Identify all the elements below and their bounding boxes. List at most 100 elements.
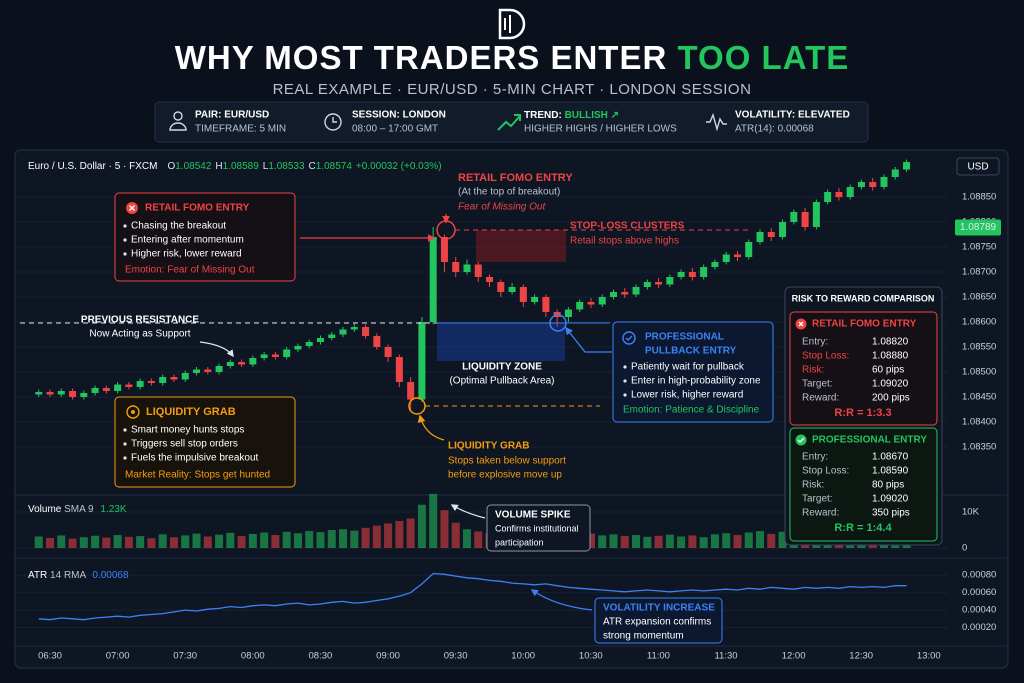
candle-body (114, 384, 122, 391)
volatility-box (594, 597, 723, 644)
arrow (530, 589, 593, 611)
candle-body (497, 282, 505, 292)
retail-box (114, 192, 296, 282)
candle-body (215, 366, 223, 372)
candle-body (519, 287, 527, 302)
volume-legend: Volume SMA 9 1.23K (28, 504, 127, 515)
rr-panel: RISK TO REWARD COMPARISON RETAIL FOMO EN… (784, 286, 943, 546)
candle-body (903, 162, 911, 170)
volume-bar (474, 531, 483, 548)
x-icon-mark (798, 321, 804, 327)
bullet-dot (123, 224, 127, 228)
stop-title: STOP-LOSS CLUSTERS (570, 221, 685, 232)
volume-bar (767, 533, 776, 548)
volume-bar (237, 536, 246, 548)
candle-body (294, 346, 302, 350)
arrow (565, 326, 612, 353)
volume-bar (643, 536, 652, 548)
candle-body (474, 264, 482, 277)
candle-body (238, 362, 246, 365)
candle-body (767, 232, 775, 237)
atr-sub: 14 RMA (50, 570, 86, 581)
candle-body (564, 309, 572, 317)
o-key: O (167, 161, 175, 172)
annotations: RETAIL FOMO ENTRY (At the top of breakou… (20, 172, 774, 644)
atr-legend: ATR 14 RMA 0.00068 (28, 570, 129, 581)
volume-bar (688, 535, 697, 548)
info-label: TREND: BULLISH ↗ (524, 110, 619, 121)
volume-bar (305, 531, 314, 548)
info-label-text: TREND: (524, 110, 562, 121)
zone-title: LIQUIDITY ZONE (462, 362, 542, 373)
stop-zone (476, 230, 566, 262)
c-key: C (309, 161, 316, 172)
pro-circle (549, 314, 567, 332)
title: WHY MOST TRADERS ENTER TOO LATE (175, 39, 850, 76)
candle-body (181, 373, 189, 380)
volume-bar (282, 531, 291, 548)
box-title: LIQUIDITY GRAB (146, 406, 236, 418)
volume-bar (733, 535, 742, 548)
c-value: 1.08574 (316, 161, 353, 172)
rr-label: Stop Loss: (802, 351, 849, 362)
pro-box (612, 321, 774, 423)
candle-body (869, 182, 877, 187)
bullet-dot (623, 379, 627, 383)
candle-body (700, 267, 708, 277)
candle-body (136, 381, 144, 387)
candle-body (733, 254, 741, 257)
candle-body (159, 377, 167, 383)
y-tick-label: 0.00080 (962, 570, 996, 581)
rr-value: 1.09020 (872, 494, 909, 505)
y-tick-label: 1.08400 (962, 417, 996, 428)
bullet-dot (123, 442, 127, 446)
candle-body (835, 192, 843, 197)
bullet: Patiently wait for pullback (631, 362, 745, 373)
arrow (450, 504, 486, 519)
candle-body (316, 338, 324, 342)
candle-body (170, 377, 178, 380)
rr-pro-box (789, 427, 938, 542)
x-tick-label: 12:30 (849, 651, 873, 662)
volume-bar (215, 534, 224, 548)
volume-bar (429, 493, 438, 548)
candle-body (711, 262, 719, 267)
x-tick-label: 12:00 (782, 651, 806, 662)
box-emotion: Emotion: Fear of Missing Out (125, 265, 255, 276)
x-tick-label: 07:00 (106, 651, 130, 662)
logo (498, 8, 526, 40)
volume-bar (361, 527, 370, 548)
candle-body (80, 393, 88, 397)
bullet: Triggers sell stop orders (131, 439, 238, 450)
candle-body (452, 262, 460, 272)
x-tick-label: 13:00 (917, 651, 941, 662)
bullet: Higher risk, lower reward (131, 249, 242, 260)
volume-sub: SMA 9 (64, 504, 94, 515)
check-icon-mark (625, 335, 633, 341)
volume-bar (440, 510, 449, 548)
candle-body (57, 391, 65, 395)
y-tick-label: 1.08500 (962, 367, 996, 378)
info-label: SESSION: LONDON (352, 110, 446, 121)
volume-bar (710, 534, 719, 548)
candle-body (779, 222, 787, 237)
candle-body (688, 272, 696, 277)
candle-body (463, 264, 471, 272)
info-detail: TIMEFRAME: 5 MIN (195, 124, 286, 135)
y-tick-label: 1.08850 (962, 192, 996, 203)
y-tick-label: 0.00040 (962, 605, 996, 616)
resistance-sub: Now Acting as Support (89, 329, 190, 340)
volume-bar (91, 535, 100, 548)
volume-bar (699, 537, 708, 548)
candle-body (846, 187, 854, 197)
volume-bar (395, 520, 404, 548)
rr-label: Stop Loss: (802, 466, 849, 477)
atr-line (38, 572, 907, 621)
rr-value: 60 pips (872, 365, 904, 376)
liquidity-zone (437, 323, 565, 361)
candle-body (576, 302, 584, 310)
grab-box (114, 396, 296, 488)
x-tick-label: 10:00 (511, 651, 535, 662)
bullet-dot (123, 238, 127, 242)
rr-value: 1.09020 (872, 379, 909, 390)
